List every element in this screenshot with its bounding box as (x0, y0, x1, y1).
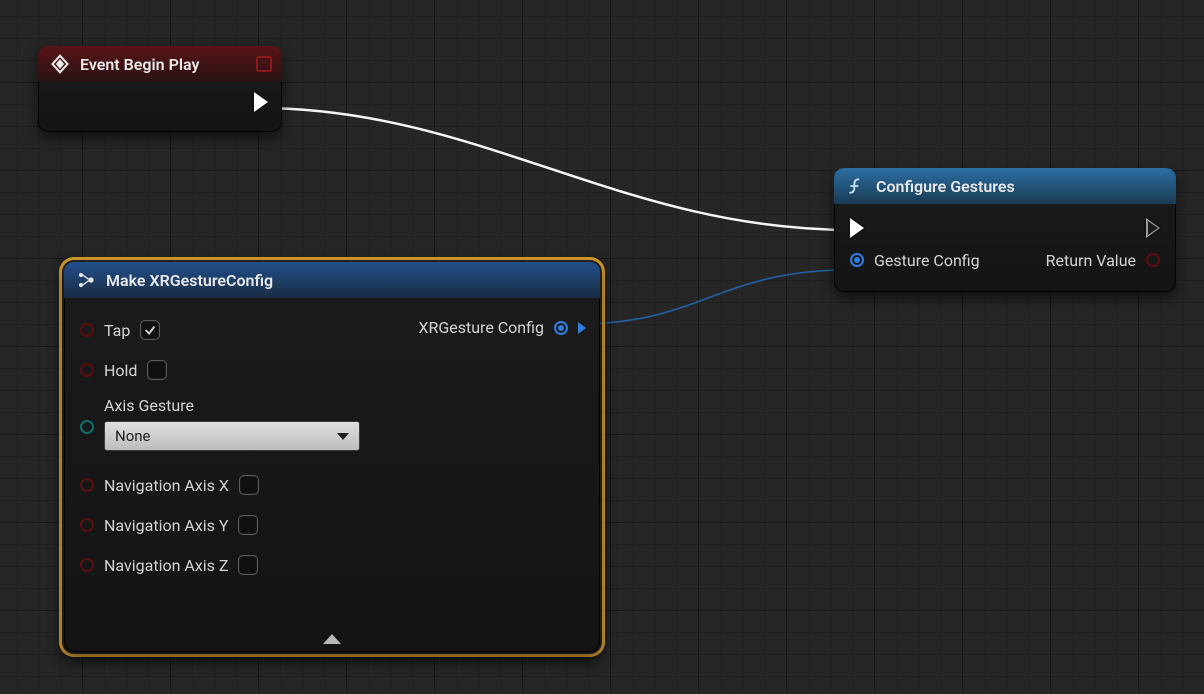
field-label: Tap (104, 321, 130, 340)
field-nav-y: Navigation Axis Y (80, 505, 580, 545)
chevron-down-icon (337, 433, 349, 440)
bool-in-pin[interactable] (80, 558, 94, 572)
field-hold: Hold (80, 350, 580, 390)
make-struct-icon (76, 270, 96, 290)
bool-in-pin[interactable] (80, 323, 94, 337)
exec-out-pin[interactable] (254, 92, 268, 112)
struct-out-pin[interactable] (554, 321, 568, 335)
event-icon (50, 54, 70, 74)
node-title: Configure Gestures (876, 177, 1015, 196)
bool-in-pin[interactable] (80, 363, 94, 377)
data-wire-struct (578, 270, 848, 324)
function-icon (846, 176, 866, 196)
field-label: Hold (104, 361, 137, 380)
node-event-begin-play[interactable]: Event Begin Play (38, 46, 282, 132)
checkbox-hold[interactable] (147, 360, 167, 380)
output-label: Return Value (1046, 251, 1136, 270)
checkbox-tap[interactable] (140, 320, 160, 340)
field-label: Navigation Axis Z (104, 556, 228, 575)
exec-wire (258, 108, 852, 230)
struct-in-pin[interactable] (850, 253, 864, 267)
delegate-pin[interactable] (256, 56, 272, 72)
checkbox-nav-z[interactable] (238, 555, 258, 575)
field-label: Navigation Axis Y (104, 516, 228, 535)
field-nav-z: Navigation Axis Z (80, 545, 580, 585)
output-return-value[interactable]: Return Value (1046, 251, 1160, 270)
field-label: Navigation Axis X (104, 476, 229, 495)
out-arrow-icon (578, 322, 586, 334)
node-header[interactable]: Configure Gestures (834, 168, 1176, 204)
checkbox-nav-y[interactable] (238, 515, 258, 535)
dropdown-axis-gesture[interactable]: None (104, 421, 360, 451)
checkbox-nav-x[interactable] (239, 475, 259, 495)
node-header[interactable]: Event Begin Play (38, 46, 282, 82)
exec-out-pin[interactable] (1146, 218, 1160, 238)
dropdown-value: None (115, 427, 151, 445)
field-nav-x: Navigation Axis X (80, 465, 580, 505)
node-configure-gestures[interactable]: Configure Gestures Gesture Config Return… (834, 168, 1176, 292)
input-label: Gesture Config (874, 251, 980, 270)
exec-in-pin[interactable] (850, 218, 864, 238)
node-title: Make XRGestureConfig (106, 271, 273, 290)
output-xrgesture-config[interactable]: XRGesture Config (418, 318, 586, 337)
node-title: Event Begin Play (80, 55, 199, 74)
field-label: Axis Gesture (104, 396, 360, 415)
bool-in-pin[interactable] (80, 518, 94, 532)
bool-in-pin[interactable] (80, 478, 94, 492)
bool-out-pin[interactable] (1146, 253, 1160, 267)
node-make-xrgestureconfig[interactable]: Make XRGestureConfig XRGesture Config Ta… (64, 262, 600, 652)
field-axis-gesture: Axis Gesture None (80, 390, 580, 465)
enum-in-pin[interactable] (80, 420, 94, 434)
output-label: XRGesture Config (418, 318, 544, 337)
input-gesture-config[interactable]: Gesture Config (850, 251, 980, 270)
expand-arrow-icon[interactable] (323, 634, 341, 644)
node-header[interactable]: Make XRGestureConfig (64, 262, 600, 298)
